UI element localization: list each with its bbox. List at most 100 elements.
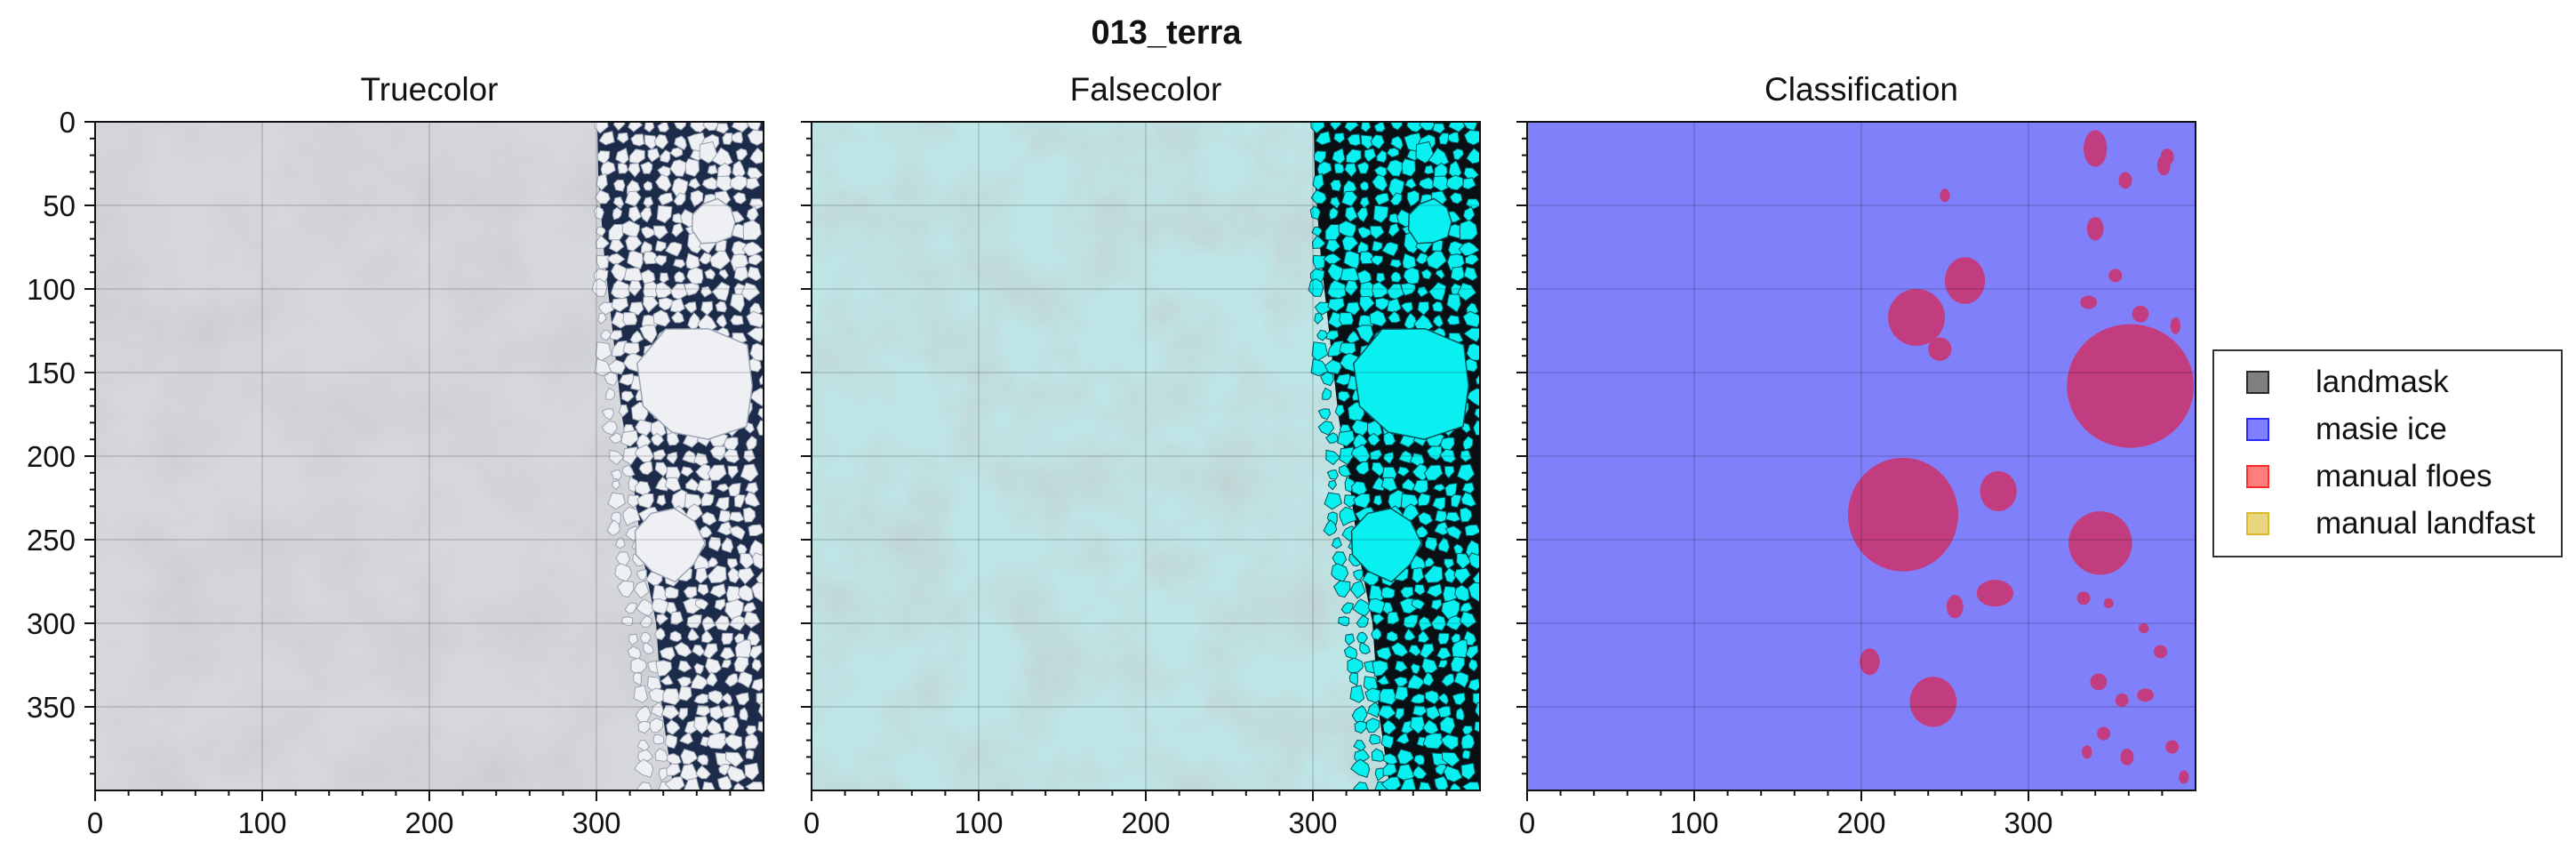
ice-floe-texture <box>1310 357 1331 377</box>
ice-floe-texture <box>1346 330 1361 344</box>
ice-floe-texture <box>600 161 616 177</box>
ice-floe-texture <box>1332 580 1351 598</box>
ice-floe-texture <box>1459 611 1477 629</box>
ice-floe-texture <box>730 314 744 325</box>
ice-floe-texture <box>1467 388 1480 407</box>
ice-floe-texture <box>1339 446 1355 466</box>
legend-swatch <box>2246 512 2269 535</box>
ice-floe-texture <box>1358 295 1376 314</box>
ice-floe-texture <box>1350 758 1371 778</box>
ice-floe-texture <box>1380 477 1398 493</box>
ice-floe-texture <box>701 629 714 644</box>
ice-floe-texture <box>1356 207 1369 223</box>
ice-floe-texture <box>727 465 739 479</box>
panel-truecolor: Truecolor 0 100 200 300 0 50 100 150 200 250 300 35… <box>27 71 764 839</box>
ice-floe-texture <box>676 676 692 687</box>
ice-floe-texture <box>632 671 642 686</box>
ice-floe-texture <box>1453 671 1469 689</box>
ice-floe-texture <box>1424 536 1438 552</box>
ice-floe-texture <box>660 674 674 686</box>
ice-floe-texture <box>601 408 615 421</box>
ice-floe-texture <box>706 733 727 750</box>
ice-floe-texture <box>1354 720 1369 734</box>
ice-floe-texture <box>657 192 674 206</box>
manual-floe <box>2103 597 2114 609</box>
ice-floe-texture <box>1359 642 1371 654</box>
ice-floe-texture <box>1424 557 1436 568</box>
ice-floe-texture <box>1386 147 1400 158</box>
x-tick-label: 100 <box>954 806 1003 839</box>
ice-floe-texture <box>1359 180 1370 191</box>
ice-floe-texture <box>1417 301 1430 317</box>
ice-floe-texture <box>1415 140 1436 164</box>
ice-floe-texture <box>1455 707 1465 721</box>
ice-floe-texture <box>633 580 650 599</box>
ice-floe-texture <box>692 644 706 657</box>
ice-floe-texture <box>616 580 635 598</box>
ice-floe-texture <box>1439 448 1456 464</box>
ice-floe-texture <box>628 163 641 178</box>
ice-floe-texture <box>656 613 669 626</box>
ice-floe-texture <box>1410 716 1426 734</box>
ice-floe-texture <box>1353 782 1370 790</box>
ice-floe-texture <box>1356 325 1374 344</box>
x-tick-label: 200 <box>1836 806 1885 839</box>
ice-floe-texture <box>1372 613 1386 626</box>
ice-floe-texture <box>1372 660 1389 678</box>
ice-floe-texture <box>686 613 702 629</box>
ice-floe-texture <box>1371 240 1383 253</box>
ice-floe-texture <box>1315 130 1332 146</box>
ice-floe-texture <box>723 716 740 735</box>
ice-floe-texture <box>1426 583 1443 598</box>
ice-floe-texture <box>607 492 626 510</box>
ice-floe-texture <box>1462 310 1480 328</box>
ice-floe-texture <box>718 509 732 523</box>
ice-floe-texture <box>1432 483 1446 493</box>
ice-floe-texture <box>748 645 763 660</box>
manual-floe <box>2132 305 2149 323</box>
ice-floe-texture <box>636 598 656 617</box>
ice-floe-texture <box>679 732 694 745</box>
ice-floe-texture <box>1413 583 1426 597</box>
ice-floe-texture <box>614 536 627 549</box>
ice-floe-texture <box>1344 279 1359 297</box>
ice-floe-texture <box>731 132 744 144</box>
ice-floe-texture <box>1359 196 1371 209</box>
ice-floe-texture <box>1382 719 1397 735</box>
ice-floe-texture <box>1456 282 1477 301</box>
ice-floe-texture <box>1389 192 1403 206</box>
ice-floe-texture <box>596 254 610 270</box>
ice-floe-texture <box>744 733 759 750</box>
ice-floe-texture <box>1360 134 1374 150</box>
y-tick-label: 0 <box>60 106 76 139</box>
ice-floe-texture <box>1438 132 1450 146</box>
x-tick-label: 0 <box>87 806 103 839</box>
ice-floe-texture <box>1390 135 1404 151</box>
ice-floe-texture <box>1444 511 1461 523</box>
ice-floe-texture <box>732 191 747 204</box>
ice-floe-texture <box>686 267 704 285</box>
ice-floe-texture <box>621 464 636 477</box>
ice-floe-texture <box>735 148 748 161</box>
ice-floe-texture <box>1396 732 1411 745</box>
ice-floe-texture <box>1410 693 1425 704</box>
ice-floe-texture <box>593 205 604 221</box>
manual-floe <box>2165 740 2180 754</box>
ice-floe-texture <box>1357 226 1373 239</box>
ice-floe-texture <box>1454 584 1470 602</box>
ice-floe-texture <box>705 657 722 674</box>
ice-floe-texture <box>627 250 644 270</box>
ice-floe-texture <box>1431 301 1444 313</box>
ice-floe-texture <box>1418 781 1432 790</box>
ice-floe-texture <box>1446 314 1460 325</box>
ice-floe-texture <box>664 586 679 599</box>
ice-floe-texture <box>666 452 678 465</box>
y-tick-label: 300 <box>27 607 76 640</box>
ice-floe-texture <box>1367 432 1381 446</box>
figure-suptitle: 013_terra <box>1091 14 1242 52</box>
ice-floe-texture <box>751 678 764 692</box>
ice-floe-texture <box>649 718 664 734</box>
ice-floe-texture <box>715 301 728 313</box>
ice-floe-texture <box>733 266 749 282</box>
ice-floe-texture <box>740 552 756 570</box>
